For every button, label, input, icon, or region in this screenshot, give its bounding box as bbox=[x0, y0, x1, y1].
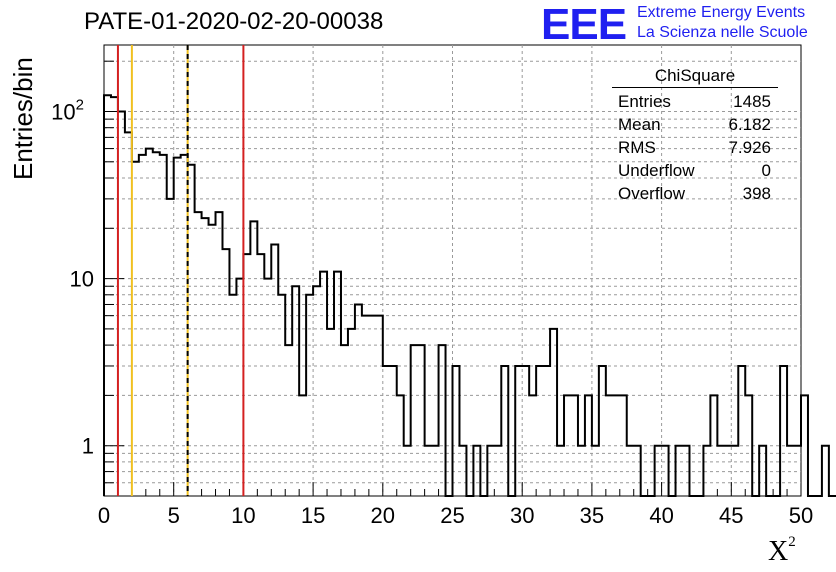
y-axis-label: Entries/bin bbox=[8, 57, 38, 180]
stats-row-entries: Entries 1485 bbox=[612, 90, 778, 113]
x-axis-label-base: X bbox=[768, 536, 789, 567]
stats-value: 398 bbox=[742, 184, 771, 203]
logo-line-2: La Scienza nelle Scuole bbox=[637, 24, 808, 41]
stats-row-rms: RMS 7.926 bbox=[612, 136, 778, 159]
eee-logo: EEE bbox=[541, 0, 627, 49]
chart-title: PATE-01-2020-02-20-00038 bbox=[84, 8, 384, 35]
stats-value: 7.926 bbox=[728, 138, 771, 157]
stats-label: RMS bbox=[618, 138, 656, 157]
y-tick-exponent: 2 bbox=[76, 96, 84, 113]
y-tick-label: 1 bbox=[82, 434, 94, 459]
stats-label: Mean bbox=[618, 115, 661, 134]
stats-label: Underflow bbox=[618, 161, 695, 180]
x-axis-label-superscript: 2 bbox=[788, 533, 796, 550]
x-tick-label: 10 bbox=[231, 503, 255, 528]
x-tick-label: 15 bbox=[301, 503, 325, 528]
x-axis-label: X2 bbox=[768, 533, 796, 568]
stats-row-overflow: Overflow 398 bbox=[612, 182, 778, 205]
y-tick-label: 10 bbox=[70, 267, 94, 292]
x-tick-label: 5 bbox=[168, 503, 180, 528]
x-tick-label: 40 bbox=[649, 503, 673, 528]
x-tick-label: 30 bbox=[510, 503, 534, 528]
stats-box: ChiSquare Entries 1485 Mean 6.182 RMS 7.926… bbox=[612, 66, 778, 205]
x-tick-label: 20 bbox=[371, 503, 395, 528]
stats-label: Overflow bbox=[618, 184, 686, 203]
x-tick-label: 45 bbox=[719, 503, 743, 528]
stats-row-underflow: Underflow 0 bbox=[612, 159, 778, 182]
stats-value: 0 bbox=[761, 161, 771, 180]
x-tick-label: 35 bbox=[580, 503, 604, 528]
stats-label: Entries bbox=[618, 92, 671, 111]
x-tick-label: 25 bbox=[440, 503, 464, 528]
y-tick-label: 102 bbox=[51, 96, 84, 124]
stats-row-mean: Mean 6.182 bbox=[612, 113, 778, 136]
x-tick-label: 50 bbox=[789, 503, 813, 528]
histogram-outline bbox=[103, 94, 836, 497]
stats-value: 6.182 bbox=[728, 115, 771, 134]
stats-title: ChiSquare bbox=[612, 66, 778, 88]
x-tick-label: 0 bbox=[98, 503, 110, 528]
stats-value: 1485 bbox=[733, 92, 771, 111]
logo-line-1: Extreme Energy Events bbox=[637, 4, 806, 21]
